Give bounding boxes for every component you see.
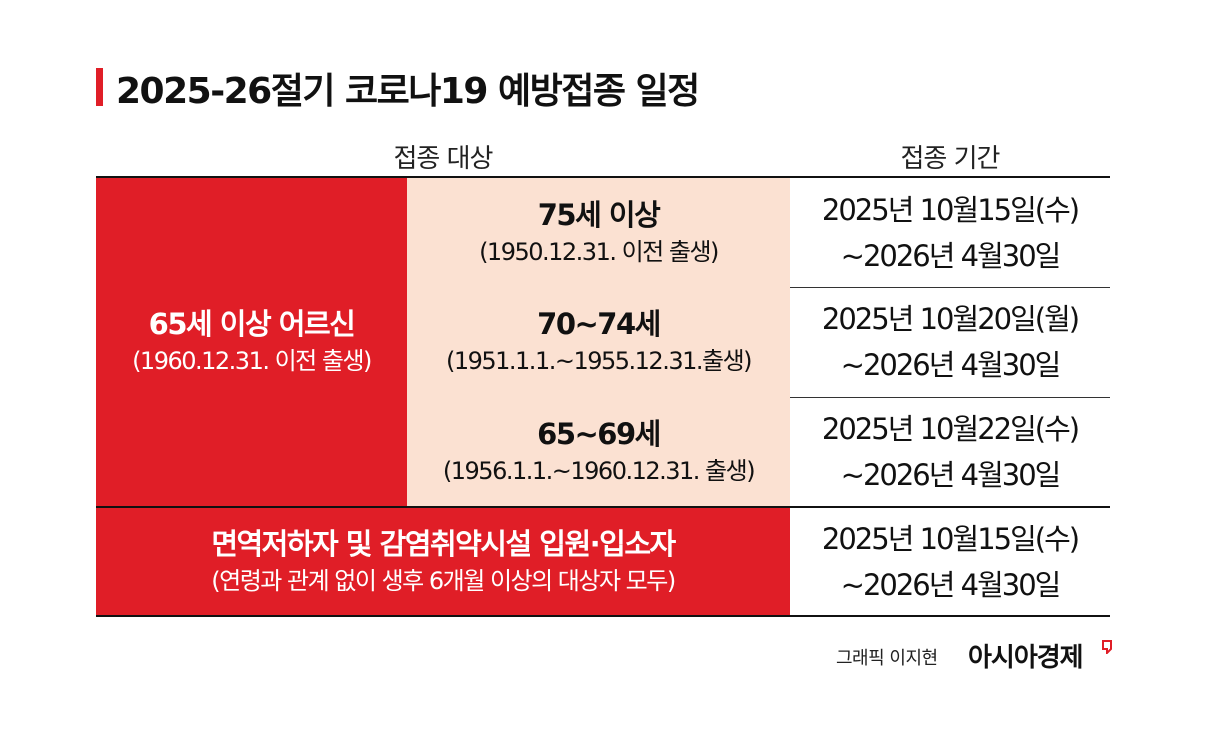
period-end: ~2026년 4월30일 bbox=[840, 238, 1062, 273]
group-immuno-label: 면역저하자 및 감염취약시설 입원·입소자 bbox=[211, 526, 676, 561]
period-end: ~2026년 4월30일 bbox=[840, 457, 1062, 492]
age-label: 70~74세 bbox=[537, 307, 661, 341]
period-row-1: 2025년 10월15일(수) ~2026년 4월30일 bbox=[790, 178, 1110, 287]
group-immuno-sub: (연령과 관계 없이 생후 6개월 이상의 대상자 모두) bbox=[211, 566, 676, 595]
section-divider bbox=[96, 506, 1110, 508]
period-start: 2025년 10월22일(수) bbox=[821, 411, 1080, 446]
brand-mark-icon bbox=[1102, 640, 1112, 654]
period-immuno: 2025년 10월15일(수) ~2026년 4월30일 bbox=[790, 508, 1110, 615]
age-row-3: 65~69세 (1956.1.1.~1960.12.31. 출생) bbox=[407, 397, 790, 506]
period-row-3: 2025년 10월22일(수) ~2026년 4월30일 bbox=[790, 397, 1110, 506]
group-elderly-cell: 65세 이상 어르신 (1960.12.31. 이전 출생) bbox=[96, 178, 407, 506]
age-row-1: 75세 이상 (1950.12.31. 이전 출생) bbox=[407, 178, 790, 287]
graphic-credit: 그래픽 이지현 bbox=[836, 648, 938, 669]
age-label: 75세 이상 bbox=[537, 197, 661, 232]
group-immuno-cell: 면역저하자 및 감염취약시설 입원·입소자 (연령과 관계 없이 생후 6개월 … bbox=[96, 508, 790, 615]
age-label: 65~69세 bbox=[537, 416, 661, 451]
period-start: 2025년 10월15일(수) bbox=[821, 521, 1080, 556]
age-row-2: 70~74세 (1951.1.1.~1955.12.31.출생) bbox=[407, 287, 790, 397]
header-period: 접종 기간 bbox=[900, 144, 1001, 174]
group-elderly-label: 65세 이상 어르신 bbox=[148, 307, 356, 341]
row-divider bbox=[790, 397, 1110, 398]
period-start: 2025년 10월15일(수) bbox=[821, 192, 1080, 227]
title-accent-bar bbox=[96, 68, 103, 106]
table-bottom-rule bbox=[96, 615, 1110, 617]
header-target: 접종 대상 bbox=[393, 144, 494, 174]
table-top-rule bbox=[96, 176, 1110, 178]
brand-logo-text: 아시아경제 bbox=[968, 643, 1084, 673]
period-end: ~2026년 4월30일 bbox=[840, 567, 1062, 602]
period-start: 2025년 10월20일(월) bbox=[821, 302, 1080, 336]
group-elderly-sub: (1960.12.31. 이전 출생) bbox=[132, 347, 372, 375]
birth-range: (1950.12.31. 이전 출생) bbox=[479, 237, 719, 266]
row-divider bbox=[790, 287, 1110, 288]
page-title: 2025-26절기 코로나19 예방접종 일정 bbox=[116, 71, 700, 112]
birth-range: (1956.1.1.~1960.12.31. 출생) bbox=[442, 456, 756, 485]
period-row-2: 2025년 10월20일(월) ~2026년 4월30일 bbox=[790, 287, 1110, 397]
period-end: ~2026년 4월30일 bbox=[840, 348, 1062, 382]
birth-range: (1951.1.1.~1955.12.31.출생) bbox=[445, 347, 753, 375]
